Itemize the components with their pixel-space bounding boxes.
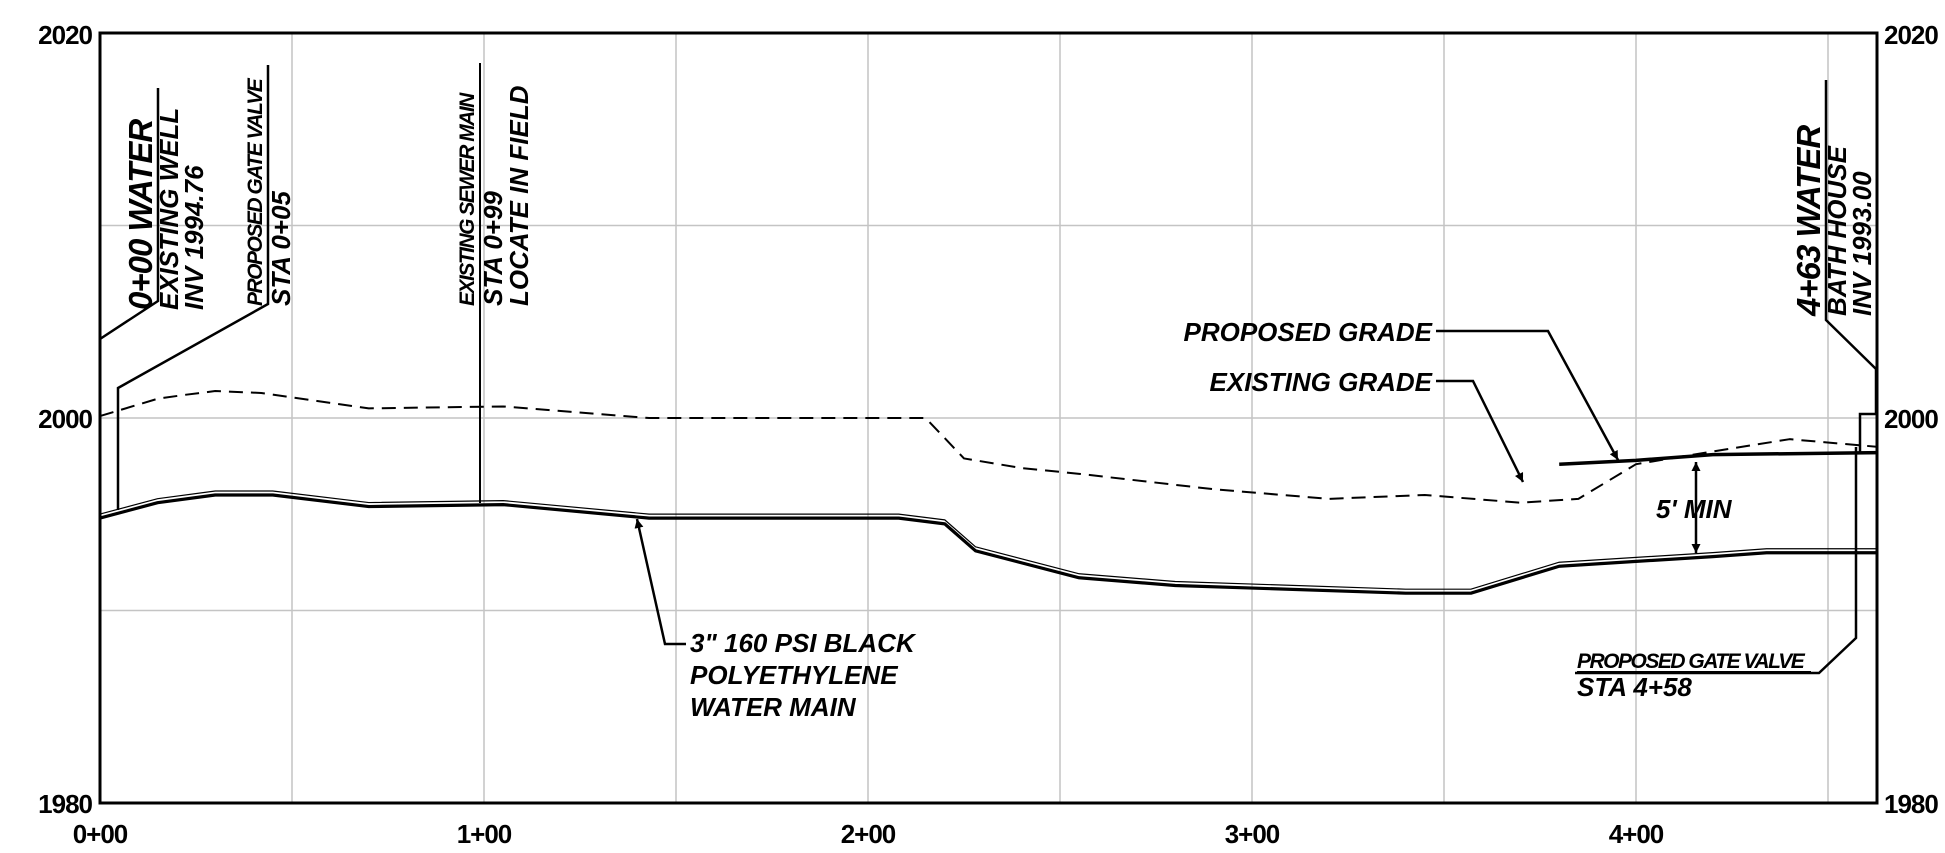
- end-callout-leader: [1824, 80, 1878, 452]
- min-cover-label: 5' MIN: [1656, 494, 1733, 524]
- sewer-note: LOCATE IN FIELD: [504, 85, 534, 306]
- valve-start-leader: [116, 65, 270, 510]
- start-callout-leader: [98, 88, 160, 410]
- x-tick-label: 0+00: [73, 819, 128, 849]
- grid-lines: [100, 33, 1877, 803]
- x-tick-label: 1+00: [457, 819, 512, 849]
- x-tick-label: 4+00: [1609, 819, 1664, 849]
- end-callout: 4+63 WATER BATH HOUSE INV 1993.00: [1790, 125, 1877, 317]
- water-main-leader: [634, 518, 686, 646]
- existing-grade-leader: [1436, 379, 1525, 483]
- start-callout: 0+00 WATER EXISTING WELL INV 1994.76: [122, 108, 209, 310]
- start-callout-title: 0+00 WATER: [122, 119, 159, 310]
- y-tick-label-right: 2000: [1884, 404, 1938, 434]
- tick-labels: 2020 2000 1980 2020 2000 1980 0+00 1+00 …: [38, 20, 1939, 849]
- proposed-grade-line: [1559, 450, 1878, 466]
- sewer-station: STA 0+99: [478, 191, 508, 306]
- series-layer: [99, 390, 1879, 595]
- y-tick-label-left: 2000: [38, 404, 92, 434]
- end-callout-line1: BATH HOUSE: [1822, 145, 1852, 316]
- water-main-label-line3: WATER MAIN: [690, 692, 857, 722]
- existing-grade-label: EXISTING GRADE: [1210, 367, 1433, 397]
- y-tick-label-right: 1980: [1884, 789, 1938, 819]
- valve-end-leader: [1575, 447, 1858, 675]
- valve-start-title: PROPOSED GATE VALVE: [244, 77, 267, 306]
- callout-text: 0+00 WATER EXISTING WELL INV 1994.76 PRO…: [122, 77, 1877, 317]
- end-callout-line2: INV 1993.00: [1847, 171, 1877, 316]
- sewer-callout: EXISTING SEWER MAIN STA 0+99 LOCATE IN F…: [456, 85, 534, 306]
- proposed-grade-leader: [1436, 329, 1620, 461]
- y-tick-label-right: 2020: [1884, 20, 1938, 50]
- sewer-title: EXISTING SEWER MAIN: [456, 92, 479, 306]
- valve-end-station: STA 4+58: [1577, 672, 1692, 702]
- water-main-label-line1: 3" 160 PSI BLACK: [690, 628, 917, 658]
- valve-end-title: PROPOSED GATE VALVE: [1577, 650, 1806, 673]
- labels: PROPOSED GRADE EXISTING GRADE 5' MIN 3" …: [690, 317, 1807, 722]
- start-callout-line1: EXISTING WELL: [154, 108, 184, 310]
- water-main-label-line2: POLYETHYLENE: [690, 660, 898, 690]
- x-tick-label: 2+00: [841, 819, 896, 849]
- proposed-grade-label: PROPOSED GRADE: [1184, 317, 1433, 347]
- water-main-line: [99, 493, 1878, 595]
- leader-lines: [98, 63, 1878, 675]
- water-main-top-line: [99, 490, 1878, 590]
- plot-frame: [98, 31, 1879, 805]
- end-callout-title: 4+63 WATER: [1790, 125, 1827, 317]
- existing-grade-line: [99, 390, 1879, 504]
- x-tick-label: 3+00: [1225, 819, 1280, 849]
- valve-start-station: STA 0+05: [266, 191, 296, 306]
- valve-start-callout: PROPOSED GATE VALVE STA 0+05: [244, 77, 296, 306]
- y-tick-label-left: 1980: [38, 789, 92, 819]
- start-callout-line2: INV 1994.76: [179, 165, 209, 310]
- y-tick-label-left: 2020: [38, 20, 92, 50]
